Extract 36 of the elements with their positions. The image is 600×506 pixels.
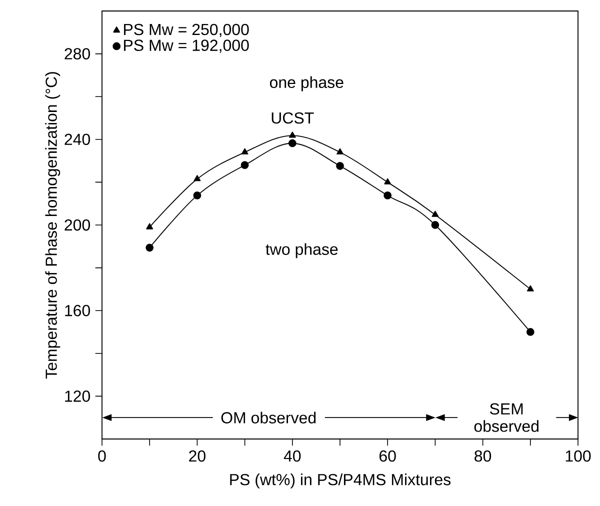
point — [146, 244, 154, 252]
x-tick-label: 20 — [189, 450, 206, 462]
point — [241, 148, 248, 154]
point — [526, 328, 534, 336]
point — [431, 221, 440, 229]
x-axis-title: PS (wt%) in PS/P4MS Mixtures — [230, 474, 451, 488]
annotation: two phase — [266, 243, 338, 258]
legend-label: PS Mw = 250,000 — [124, 24, 249, 38]
point — [336, 162, 344, 170]
annotation: SEM observed — [474, 403, 538, 432]
x-tick-label: 40 — [284, 450, 301, 462]
annotation: one phase — [270, 76, 344, 92]
point — [432, 210, 439, 217]
y-axis-title: Temperature of Phase homogenization (°C) — [45, 72, 60, 379]
y-tick-label: 240 — [64, 134, 90, 146]
legend-label: PS Mw = 192,000 — [124, 40, 249, 53]
point — [240, 161, 249, 170]
y-tick-label: 200 — [64, 219, 90, 231]
y-tick-label: 280 — [64, 48, 90, 60]
x-tick-label: 60 — [380, 450, 396, 462]
x-tick-label: 80 — [474, 450, 492, 462]
point — [194, 175, 201, 182]
point — [526, 285, 534, 292]
point — [146, 223, 154, 230]
x-tick-label: 100 — [566, 450, 591, 462]
y-tick-label: 120 — [65, 390, 90, 402]
point — [288, 132, 296, 138]
point — [384, 192, 392, 200]
point — [384, 178, 392, 184]
y-tick-label: 160 — [65, 304, 90, 316]
annotation: UCST — [272, 112, 314, 124]
point — [336, 148, 344, 154]
point — [193, 192, 202, 200]
annotation: OM observed — [221, 412, 316, 424]
x-tick-label: 0 — [98, 450, 106, 462]
point — [288, 139, 296, 148]
